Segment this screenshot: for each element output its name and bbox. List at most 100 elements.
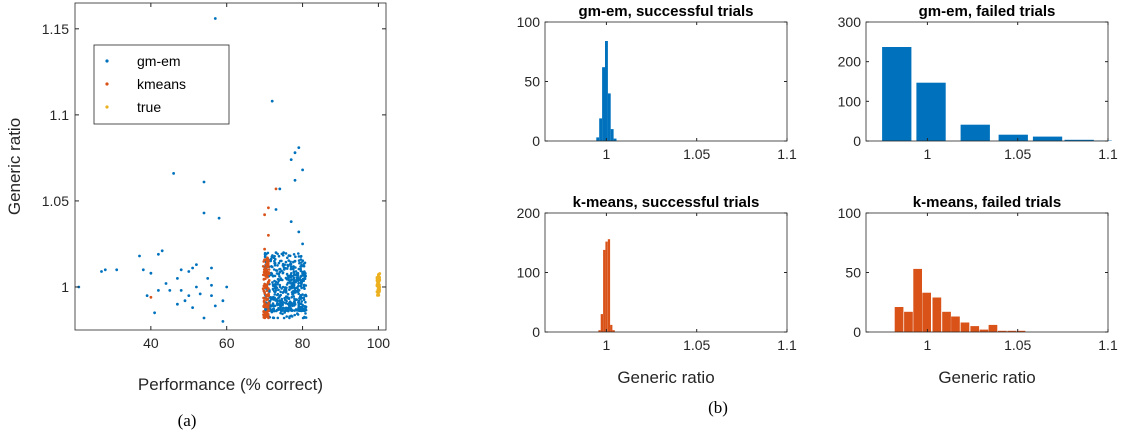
scatter-point-kmeans-cloud [262,299,266,302]
scatter-point-gm-em-cloud [287,259,291,262]
scatter-ytick-label: 1.15 [42,21,69,37]
scatter-point-gm-em-cloud [281,271,285,275]
scatter-point-gm-em-cloud [296,271,300,275]
h2-xtick-label: 1.05 [1004,146,1031,162]
scatter-point-gm-em-cloud [281,254,285,257]
scatter-point-gm-em-cloud [294,280,297,284]
scatter-point-kmeans-cloud [265,265,269,269]
scatter-point-gm-em-cloud [300,261,303,264]
h2-ytick-label: 0 [853,133,861,149]
scatter-point-gm-em-cloud [276,264,279,267]
scatter-point-gm-em-cloud [285,267,289,270]
scatter-point-gm-em [115,268,119,272]
scatter-point-gm-em-cloud [276,316,280,320]
scatter-point-gm-em [274,208,278,211]
scatter-point-gm-em [217,216,221,220]
scatter-point-gm-em [191,266,195,270]
scatter-point-gm-em-cloud [284,291,288,294]
h3-axes-box [544,212,788,333]
scatter-point-gm-em-cloud [278,275,281,278]
scatter-point-gm-em-cloud [284,309,287,312]
scatter-point-kmeans-cloud [263,286,267,290]
scatter-point-gm-em-cloud [279,290,282,294]
scatter-point-gm-em [297,146,301,150]
h3-ytick-label: 100 [517,265,541,281]
scatter-point-gm-em [278,187,282,191]
scatter-point-gm-em-cloud [276,293,279,297]
scatter-point-gm-em [187,294,191,297]
h3-bar [603,249,606,332]
h4-bar [979,329,989,332]
scatter-point-gm-em-cloud [294,274,298,277]
scatter-point-gm-em-cloud [304,300,307,304]
scatter-point-gm-em-cloud [272,284,275,288]
legend-marker-gm-em [105,59,109,63]
scatter-point-gm-em-cloud [270,255,274,258]
scatter-point-kmeans [263,302,266,306]
scatter-point-gm-em [297,230,301,234]
h1-xtick-label: 1.1 [777,146,797,162]
h4-bar [1016,330,1026,332]
scatter-point-kmeans [149,295,153,299]
scatter-point-gm-em-cloud [304,284,308,287]
scatter-point-gm-em-cloud [273,264,277,267]
scatter-point-gm-em [183,299,187,303]
scatter-point-gm-em-cloud [301,307,305,311]
scatter-point-gm-em [164,282,168,285]
scatter-point-gm-em [202,211,206,215]
scatter-point-kmeans-cloud [262,278,266,281]
scatter-point-gm-em [206,277,210,280]
scatter-point-kmeans-cloud [265,289,269,293]
scatter-point-gm-em-cloud [282,316,286,320]
scatter-point-gm-em-cloud [278,285,282,289]
scatter-point-gm-em [187,270,191,273]
scatter-point-gm-em-cloud [277,307,281,311]
h3-bar [607,239,611,332]
scatter-point-gm-em-cloud [293,286,296,289]
scatter-point-gm-em-cloud [288,306,291,309]
scatter-point-gm-em-cloud [281,303,285,307]
scatter-point-gm-em-cloud [296,309,299,312]
scatter-point-gm-em-cloud [288,276,291,279]
scatter-point-gm-em [301,168,304,172]
h2-xtick-label: 1.1 [1098,146,1118,162]
scatter-point-gm-em-cloud [299,275,302,279]
scatter-point-kmeans-cloud [263,292,267,295]
h3-ytick-label: 200 [517,205,541,221]
h3-title: k-means, successful trials [573,194,760,211]
scatter-point-gm-em-cloud [269,257,273,261]
scatter-point-gm-em-cloud [281,306,285,310]
scatter-point-kmeans-cloud [262,296,265,300]
scatter-point-gm-em-cloud [277,288,280,292]
scatter-point-kmeans [267,287,270,291]
scatter-x-axis-label: Performance (% correct) [138,375,323,394]
scatter-point-kmeans [267,206,270,210]
scatter-point-gm-em [176,277,179,280]
scatter-point-gm-em-cloud [292,270,296,273]
scatter-point-gm-em [293,259,297,263]
scatter-legend: gm-em kmeans true [93,44,230,125]
scatter-point-gm-em [160,249,164,253]
scatter-point-gm-em [301,242,304,246]
scatter-point-gm-em [289,220,293,224]
scatter-point-gm-em-cloud [293,309,296,312]
h1-bar [602,67,605,141]
scatter-point-gm-em-cloud [289,302,292,306]
h4-bar [922,292,931,332]
scatter-point-gm-em-cloud [274,269,278,272]
scatter-point-kmeans-cloud [267,271,271,274]
h3-xtick-label: 1.1 [777,337,797,353]
scatter-point-gm-em-cloud [273,286,277,290]
scatter-point-gm-em-cloud [298,306,302,310]
h2-bar [960,124,990,141]
scatter-point-gm-em-cloud [287,254,291,257]
scatter-point-gm-em-cloud [297,252,300,255]
scatter-point-gm-em [145,294,149,297]
h1-bar [607,93,611,141]
scatter-point-gm-em [103,268,107,272]
scatter-point-gm-em-cloud [290,266,293,270]
h4-xtick-label: 1.05 [1004,337,1031,353]
scatter-point-gm-em-cloud [273,290,277,294]
scatter-point-true [377,273,380,277]
scatter-point-gm-em-cloud [280,297,284,301]
